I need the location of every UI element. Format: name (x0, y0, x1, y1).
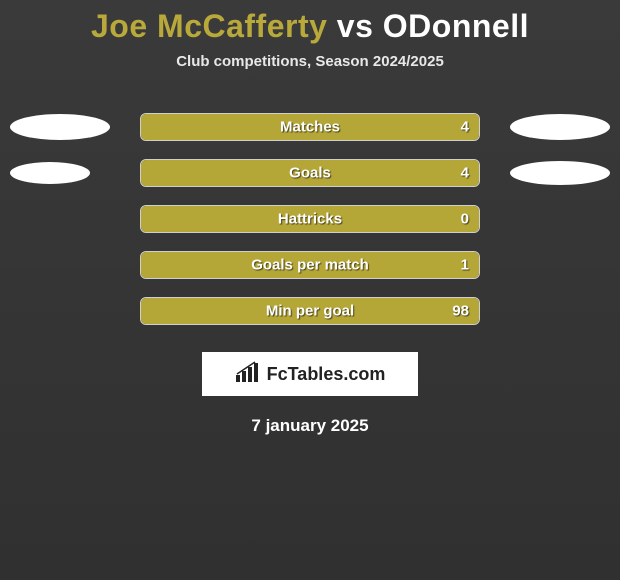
bar-label: Min per goal (141, 303, 479, 320)
bar-track: Hattricks0 (140, 205, 480, 233)
chart-icon (235, 361, 261, 388)
bar-label: Goals per match (141, 257, 479, 274)
bar-track: Min per goal98 (140, 297, 480, 325)
left-ellipse (10, 162, 90, 184)
page-title: Joe McCafferty vs ODonnell (0, 8, 620, 45)
bar-track: Goals4 (140, 159, 480, 187)
right-ellipse (510, 161, 610, 185)
bar-label: Hattricks (141, 211, 479, 228)
stat-row: Min per goal98 (0, 288, 620, 334)
subtitle: Club competitions, Season 2024/2025 (0, 53, 620, 70)
bar-label: Goals (141, 165, 479, 182)
bar-value: 4 (461, 165, 469, 182)
bar-track: Goals per match1 (140, 251, 480, 279)
left-ellipse (10, 114, 110, 140)
comparison-panel: Joe McCafferty vs ODonnell Club competit… (0, 0, 620, 436)
bar-track: Matches4 (140, 113, 480, 141)
right-ellipse (510, 114, 610, 140)
brand-label: FcTables.com (267, 364, 386, 385)
stat-row: Hattricks0 (0, 196, 620, 242)
stat-row: Goals4 (0, 150, 620, 196)
bar-label: Matches (141, 119, 479, 136)
brand-box[interactable]: FcTables.com (202, 352, 418, 396)
player1-name: Joe McCafferty (91, 8, 327, 44)
bar-value: 98 (452, 303, 469, 320)
vs-text: vs (337, 8, 374, 44)
stat-row: Matches4 (0, 104, 620, 150)
player2-name: ODonnell (383, 8, 529, 44)
bar-value: 4 (461, 119, 469, 136)
stats-rows: Matches4Goals4Hattricks0Goals per match1… (0, 104, 620, 334)
date-text: 7 january 2025 (0, 416, 620, 436)
stat-row: Goals per match1 (0, 242, 620, 288)
bar-value: 1 (461, 257, 469, 274)
bar-value: 0 (461, 211, 469, 228)
